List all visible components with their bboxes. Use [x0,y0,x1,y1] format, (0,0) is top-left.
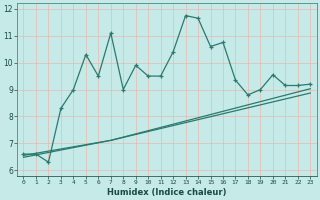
X-axis label: Humidex (Indice chaleur): Humidex (Indice chaleur) [107,188,227,197]
